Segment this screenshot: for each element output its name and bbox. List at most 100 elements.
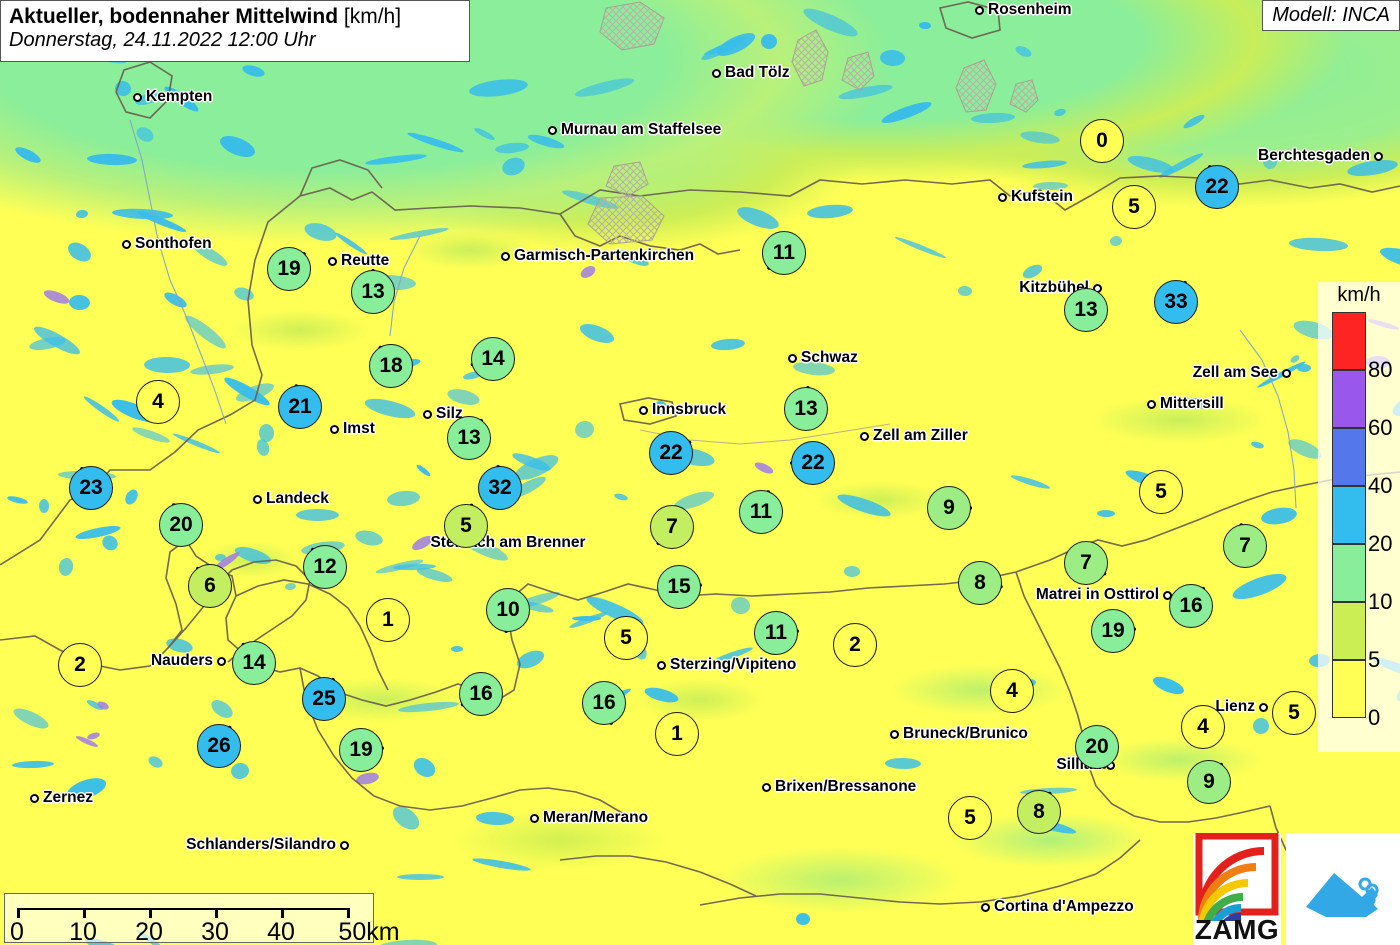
wind-station-marker[interactable]: 2 bbox=[833, 623, 877, 667]
zamg-logo[interactable]: ZAMG bbox=[1193, 832, 1281, 945]
wind-station-marker[interactable]: 7 bbox=[1064, 541, 1108, 585]
city-label: Garmisch-Partenkirchen bbox=[514, 247, 695, 264]
legend-tick-label: 40 bbox=[1368, 473, 1393, 498]
wind-station-marker[interactable]: 11 bbox=[754, 611, 798, 655]
legend-band bbox=[1332, 486, 1366, 544]
wind-speed-value: 11 bbox=[772, 241, 796, 264]
wind-station-marker[interactable]: 9 bbox=[1187, 760, 1231, 804]
wind-station-marker[interactable]: 22 bbox=[1195, 165, 1239, 209]
scale-tick-label: 40 bbox=[267, 918, 295, 945]
wind-station-marker[interactable]: 22 bbox=[649, 431, 693, 475]
city-dot-icon bbox=[423, 409, 432, 419]
city-label: Kempten bbox=[146, 88, 213, 105]
wind-station-marker[interactable]: 19 bbox=[267, 247, 311, 291]
wind-station-marker[interactable]: 13 bbox=[1064, 288, 1108, 332]
wind-station-marker[interactable]: 16 bbox=[1169, 584, 1213, 628]
city-dot-icon bbox=[657, 660, 666, 670]
wind-station-marker[interactable]: 6 bbox=[188, 564, 232, 608]
wind-speed-value: 13 bbox=[1074, 298, 1098, 321]
wind-speed-value: 1 bbox=[671, 722, 683, 745]
wind-station-marker[interactable]: 4 bbox=[1181, 705, 1225, 749]
wind-station-marker[interactable]: 33 bbox=[1154, 280, 1198, 324]
legend-band bbox=[1332, 544, 1366, 602]
wind-station-marker[interactable]: 13 bbox=[351, 270, 395, 314]
wind-speed-value: 19 bbox=[349, 738, 373, 761]
wind-station-marker[interactable]: 5 bbox=[444, 504, 488, 548]
wind-station-marker[interactable]: 19 bbox=[339, 728, 383, 772]
scale-tick-label: 50km bbox=[338, 918, 400, 945]
scale-tick-icon bbox=[281, 908, 284, 918]
wind-station-marker[interactable]: 1 bbox=[366, 598, 410, 642]
wind-station-marker[interactable]: 8 bbox=[958, 561, 1002, 605]
scale-tick-label: 20 bbox=[135, 918, 163, 945]
wind-speed-value: 4 bbox=[1197, 715, 1209, 738]
wind-station-marker[interactable]: 15 bbox=[657, 565, 701, 609]
wind-station-marker[interactable]: 16 bbox=[582, 681, 626, 725]
wind-station-marker[interactable]: 13 bbox=[447, 416, 491, 460]
wind-station-marker[interactable]: 21 bbox=[278, 385, 322, 429]
wind-station-marker[interactable]: 11 bbox=[739, 490, 783, 534]
wind-station-marker[interactable]: 5 bbox=[1272, 691, 1316, 735]
wind-station-marker[interactable]: 18 bbox=[369, 344, 413, 388]
legend-band bbox=[1332, 660, 1366, 718]
wind-station-marker[interactable]: 5 bbox=[1139, 470, 1183, 514]
city-marker: Berchtesgaden bbox=[1258, 147, 1383, 165]
city-label: Zell am Ziller bbox=[873, 427, 968, 444]
wind-station-marker[interactable]: 12 bbox=[303, 545, 347, 589]
wind-station-marker[interactable]: 23 bbox=[69, 466, 113, 510]
wind-speed-value: 12 bbox=[313, 555, 337, 578]
wind-station-marker[interactable]: 7 bbox=[1223, 524, 1267, 568]
wind-station-marker[interactable]: 5 bbox=[948, 796, 992, 840]
city-dot-icon bbox=[712, 68, 721, 78]
wind-station-marker[interactable]: 8 bbox=[1017, 790, 1061, 834]
wind-station-marker[interactable]: 0 bbox=[1080, 119, 1124, 163]
legend-unit-label: km/h bbox=[1337, 284, 1381, 306]
legend-band bbox=[1332, 312, 1366, 370]
wind-station-marker[interactable]: 9 bbox=[927, 486, 971, 530]
wind-station-marker[interactable]: 10 bbox=[486, 588, 530, 632]
city-marker: Kempten bbox=[133, 88, 212, 106]
city-dot-icon bbox=[340, 840, 349, 850]
wind-speed-value: 8 bbox=[1033, 800, 1045, 823]
city-dot-icon bbox=[788, 353, 797, 363]
scale-tick-label: 10 bbox=[69, 918, 97, 945]
wind-station-marker[interactable]: 16 bbox=[459, 672, 503, 716]
wind-station-marker[interactable]: 26 bbox=[197, 724, 241, 768]
zamg-wordmark: ZAMG bbox=[1194, 914, 1280, 945]
wind-station-marker[interactable]: 14 bbox=[232, 641, 276, 685]
wind-station-marker[interactable]: 1 bbox=[655, 712, 699, 756]
wind-station-marker[interactable]: 11 bbox=[762, 231, 806, 275]
city-marker: Rosenheim bbox=[975, 1, 1072, 19]
city-marker: Schwaz bbox=[788, 349, 858, 367]
wind-station-marker[interactable]: 5 bbox=[1112, 185, 1156, 229]
page-title: Aktueller, bodennaher Mittelwind [km/h] bbox=[9, 5, 457, 29]
wind-station-marker[interactable]: 25 bbox=[302, 677, 346, 721]
wind-station-marker[interactable]: 4 bbox=[990, 669, 1034, 713]
wind-speed-value: 16 bbox=[592, 691, 616, 714]
city-label: Rosenheim bbox=[988, 1, 1072, 18]
city-marker: Zell am Ziller bbox=[860, 427, 968, 445]
legend-tick-label: 5 bbox=[1368, 647, 1381, 672]
wind-station-marker[interactable]: 20 bbox=[1075, 725, 1119, 769]
wind-speed-value: 33 bbox=[1164, 290, 1188, 313]
wind-station-marker[interactable]: 32 bbox=[478, 466, 522, 510]
wind-station-marker[interactable]: 5 bbox=[604, 616, 648, 660]
scale-tick-label: 30 bbox=[201, 918, 229, 945]
city-dot-icon bbox=[253, 494, 262, 504]
wind-station-marker[interactable]: 14 bbox=[471, 337, 515, 381]
wind-station-marker[interactable]: 13 bbox=[784, 387, 828, 431]
geosphere-logo[interactable] bbox=[1286, 833, 1400, 945]
wind-station-marker[interactable]: 2 bbox=[58, 643, 102, 687]
wind-station-marker[interactable]: 7 bbox=[650, 505, 694, 549]
wind-station-marker[interactable]: 4 bbox=[136, 380, 180, 424]
city-label: Landeck bbox=[266, 490, 329, 507]
wind-station-marker[interactable]: 22 bbox=[791, 441, 835, 485]
wind-station-marker[interactable]: 19 bbox=[1091, 609, 1135, 653]
wind-speed-value: 7 bbox=[666, 515, 678, 538]
city-dot-icon bbox=[762, 782, 771, 792]
geosphere-mountain-icon bbox=[1306, 873, 1379, 917]
wind-station-marker[interactable]: 20 bbox=[159, 503, 203, 547]
city-marker: Matrei in Osttirol bbox=[1036, 586, 1172, 604]
